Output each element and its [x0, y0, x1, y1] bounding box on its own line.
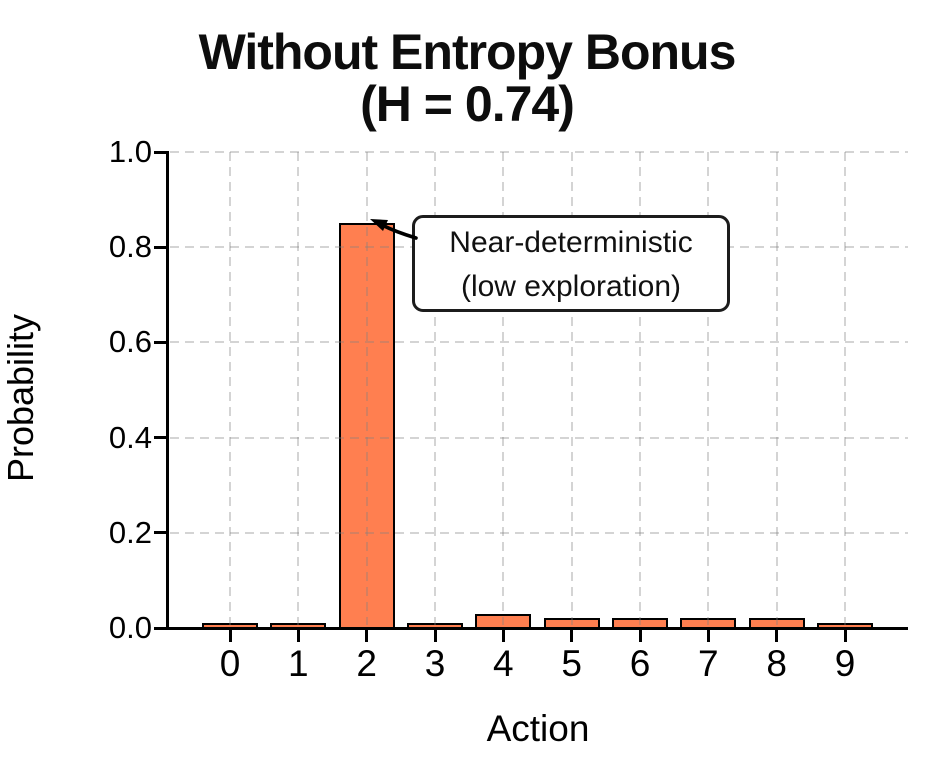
x-tick-label-9: 9 — [834, 643, 856, 684]
chart-title-line2: (H = 0.74) — [360, 76, 575, 132]
h-gridline-0.2 — [170, 531, 908, 534]
x-tick-label-3: 3 — [424, 643, 446, 684]
v-gridline-5 — [570, 152, 573, 625]
y-tick-label-0.6: 0.6 — [108, 324, 152, 360]
x-tick-8 — [775, 629, 779, 642]
x-tick-1 — [296, 629, 300, 642]
annotation-box: Near-deterministic (low exploration) — [412, 215, 730, 312]
annotation-arrow-icon — [370, 219, 418, 240]
y-tick-label-0.0: 0.0 — [108, 610, 152, 645]
y-tick-label-0.2: 0.2 — [108, 514, 152, 550]
y-tick-label-1.0: 1.0 — [108, 134, 152, 169]
h-gridline-0.4 — [170, 436, 908, 439]
v-gridline-4 — [502, 152, 505, 625]
h-gridline-1.0 — [170, 151, 908, 153]
annotation-line2: (low exploration) — [460, 270, 682, 303]
chart-title: Without Entropy Bonus (H = 0.74) — [0, 26, 934, 130]
v-gridline-1 — [297, 152, 300, 625]
v-gridline-0 — [229, 152, 231, 625]
bar-0 — [202, 623, 258, 628]
x-tick-3 — [433, 629, 437, 642]
x-tick-6 — [638, 629, 642, 642]
bar-7 — [680, 618, 737, 628]
x-tick-7 — [706, 629, 710, 642]
v-gridline-3 — [434, 152, 436, 625]
annotation-line1: Near-deterministic — [449, 226, 693, 259]
bar-1 — [270, 623, 327, 628]
v-gridline-6 — [639, 152, 641, 625]
y-tick-label-0.8: 0.8 — [108, 229, 152, 265]
bar-5 — [543, 618, 600, 628]
x-tick-label-2: 2 — [356, 643, 377, 684]
bar-9 — [817, 623, 873, 628]
x-tick-9 — [843, 629, 847, 642]
y-tick-0.4 — [153, 436, 166, 440]
y-tick-0.8 — [153, 245, 166, 249]
x-tick-label-5: 5 — [561, 643, 582, 684]
x-tick-label-4: 4 — [493, 643, 514, 684]
y-tick-1.0 — [153, 150, 166, 154]
x-axis-label: Action — [486, 708, 590, 749]
left-spine — [165, 150, 169, 630]
bar-2 — [338, 223, 395, 628]
x-tick-label-0: 0 — [219, 643, 241, 684]
x-tick-label-6: 6 — [629, 643, 651, 684]
v-gridline-8 — [775, 152, 778, 625]
x-tick-5 — [570, 629, 574, 642]
x-tick-4 — [501, 629, 505, 642]
x-tick-0 — [228, 629, 232, 642]
h-gridline-0.6 — [170, 341, 908, 344]
x-tick-label-8: 8 — [766, 643, 787, 684]
v-gridline-2 — [365, 152, 368, 625]
chart-title-line1: Without Entropy Bonus — [198, 24, 737, 80]
y-tick-0.2 — [153, 531, 166, 535]
y-tick-0.6 — [153, 340, 166, 344]
v-gridline-9 — [844, 152, 846, 625]
bar-6 — [612, 618, 668, 628]
x-tick-2 — [365, 629, 369, 642]
v-gridline-7 — [707, 152, 710, 625]
y-tick-label-0.4: 0.4 — [108, 419, 152, 455]
y-tick-0.0 — [153, 626, 166, 630]
x-tick-label-1: 1 — [288, 643, 309, 684]
bottom-spine — [165, 626, 908, 630]
bar-8 — [748, 618, 805, 628]
x-tick-label-7: 7 — [698, 643, 719, 684]
bar-4 — [475, 613, 532, 628]
bar-3 — [407, 623, 463, 628]
y-axis-label: Probability — [0, 313, 41, 483]
